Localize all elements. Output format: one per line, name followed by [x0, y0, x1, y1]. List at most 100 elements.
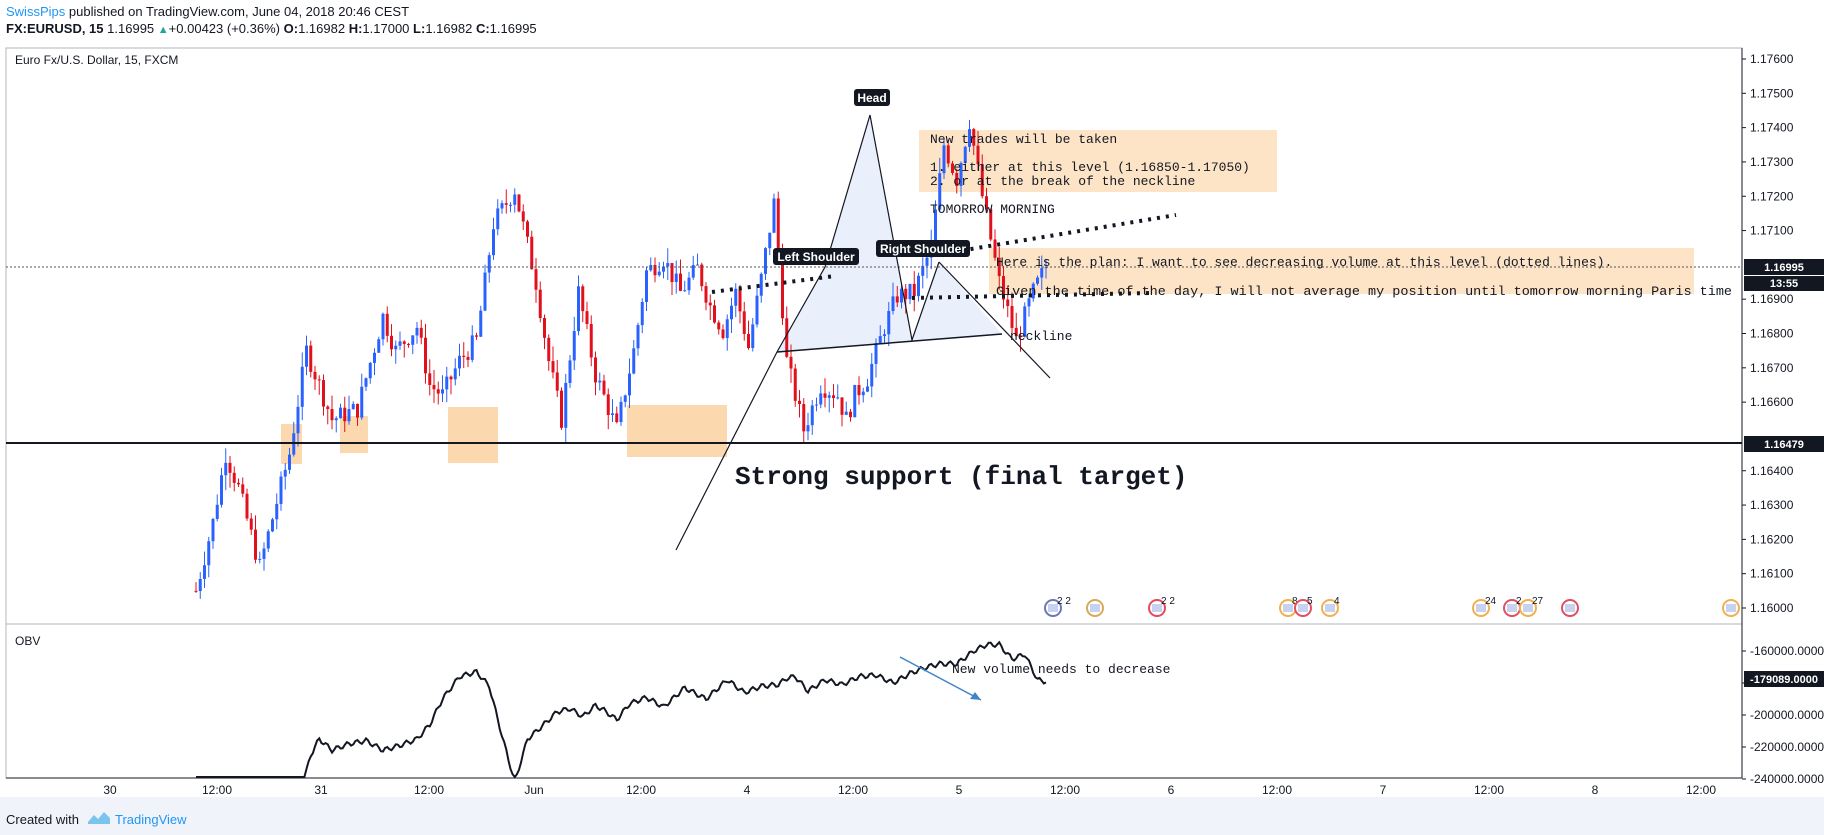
- time-tick-label: 30: [103, 783, 117, 797]
- event-flag-icon[interactable]: 24: [1472, 596, 1497, 617]
- candle-body: [895, 296, 899, 303]
- tradingview-brand-link[interactable]: TradingView: [115, 812, 187, 827]
- obv-pane[interactable]: [5, 623, 1743, 779]
- price-tick-label: 1.17400: [1750, 121, 1794, 135]
- flag-icon: [1325, 604, 1335, 612]
- up-arrow-icon: ▲: [157, 24, 169, 36]
- obv-tick-label: -240000.0000: [1750, 772, 1824, 786]
- neckline-line[interactable]: [776, 333, 1003, 353]
- candle-body: [326, 406, 330, 410]
- candle-body: [844, 411, 848, 415]
- candle-body: [441, 389, 444, 394]
- price-tick-label: 1.17500: [1750, 86, 1794, 100]
- candle-body: [589, 323, 593, 358]
- candle-body: [424, 337, 427, 374]
- event-flag-icon[interactable]: 27: [1519, 596, 1544, 617]
- flag-icon: [1152, 604, 1162, 612]
- plan-line-2: Given the time of the day, I will not av…: [996, 284, 1732, 299]
- candle-body: [934, 209, 937, 243]
- candle-body: [840, 397, 844, 415]
- projection-line[interactable]: [938, 261, 1051, 379]
- candle-body: [249, 518, 253, 530]
- candle-body: [878, 336, 882, 344]
- candle-body: [245, 493, 249, 519]
- candle-body: [360, 386, 364, 418]
- event-flag-icon[interactable]: 2 2: [1148, 596, 1175, 617]
- candle-body: [666, 263, 670, 267]
- candle-body: [317, 379, 321, 381]
- candle-body: [577, 286, 580, 332]
- candle-body: [836, 397, 840, 399]
- candle-body: [458, 355, 461, 369]
- right-shoulder-label-bg: [876, 240, 970, 257]
- open-value: 1.16982: [298, 21, 346, 36]
- time-tick-label: 6: [1168, 783, 1175, 797]
- candle-body: [211, 518, 215, 542]
- candle-body: [751, 324, 755, 349]
- note-line-2: 2. or at the break of the neckline: [930, 174, 1195, 189]
- candle-body: [708, 302, 712, 306]
- candle-body: [670, 263, 674, 283]
- candle-body: [849, 411, 852, 418]
- event-flag-icon[interactable]: 4: [1321, 596, 1340, 617]
- candle-body: [232, 472, 236, 483]
- footer-bar: [0, 797, 1824, 835]
- candle-body: [241, 484, 245, 494]
- candle-body: [1031, 283, 1035, 299]
- price-tick-label: 1.16400: [1750, 464, 1794, 478]
- time-tick-label: Jun: [524, 783, 543, 797]
- left-shoulder-label-bg: [773, 248, 859, 265]
- candle-body: [798, 400, 801, 405]
- chart-area[interactable]: Euro Fx/U.S. Dollar, 15, FXCM OBV 1.1760…: [0, 0, 1824, 797]
- candle-body: [275, 503, 279, 520]
- support-zone: [448, 407, 498, 463]
- candle-body: [402, 341, 406, 344]
- dotted-trendline-lower[interactable]: [911, 291, 1151, 300]
- candle-body: [300, 366, 304, 407]
- candle-body: [802, 404, 806, 432]
- candle-body: [368, 362, 372, 379]
- event-flag-icon[interactable]: [1086, 599, 1104, 617]
- candle-body: [815, 404, 818, 406]
- candle-body: [504, 203, 508, 205]
- candle-body: [717, 322, 721, 330]
- candle-body: [411, 335, 415, 345]
- hs-pattern-line[interactable]: [675, 114, 940, 551]
- obv-title: OBV: [15, 634, 40, 648]
- candle-body: [258, 558, 262, 560]
- event-flag-icon[interactable]: [1722, 599, 1740, 617]
- candle-body: [203, 565, 206, 579]
- candle-body: [972, 129, 976, 146]
- candle-body: [513, 194, 517, 205]
- candle-body: [623, 395, 627, 402]
- candle-body: [598, 380, 602, 383]
- author-link[interactable]: SwissPips: [6, 4, 66, 19]
- support-price-tag: 1.16479: [1764, 439, 1804, 451]
- time-tick-label: 12:00: [1262, 783, 1292, 797]
- event-count-label: 24: [1485, 596, 1497, 607]
- economic-events[interactable]: 2 2 2 2 8 5 4 24 2 27: [1044, 596, 1740, 617]
- drawings[interactable]: [675, 114, 1177, 551]
- event-flag-icon[interactable]: 5: [1294, 596, 1313, 617]
- candle-body: [530, 236, 534, 270]
- candle-body: [466, 356, 470, 360]
- flag-icon: [1476, 604, 1486, 612]
- candle-body: [500, 203, 504, 209]
- candle-body: [585, 311, 589, 324]
- event-flag-icon[interactable]: [1561, 599, 1579, 617]
- dotted-trendline-left[interactable]: [711, 274, 836, 294]
- candle-body: [487, 255, 491, 273]
- flag-icon: [1090, 604, 1100, 612]
- candle-body: [611, 413, 614, 415]
- candle-body: [568, 360, 572, 383]
- symbol-line: FX:EURUSD, 15 1.16995 ▲+0.00423 (+0.36%)…: [6, 21, 537, 36]
- price-tick-label: 1.16000: [1750, 601, 1794, 615]
- candle-body: [356, 403, 359, 418]
- time-tick-label: 8: [1592, 783, 1599, 797]
- time-tick-label: 12:00: [1686, 783, 1716, 797]
- event-flag-icon[interactable]: 2 2: [1044, 596, 1071, 617]
- candle-body: [874, 343, 878, 364]
- candle-body: [198, 578, 202, 592]
- time-tick-label: 12:00: [1050, 783, 1080, 797]
- candle-body: [398, 341, 402, 346]
